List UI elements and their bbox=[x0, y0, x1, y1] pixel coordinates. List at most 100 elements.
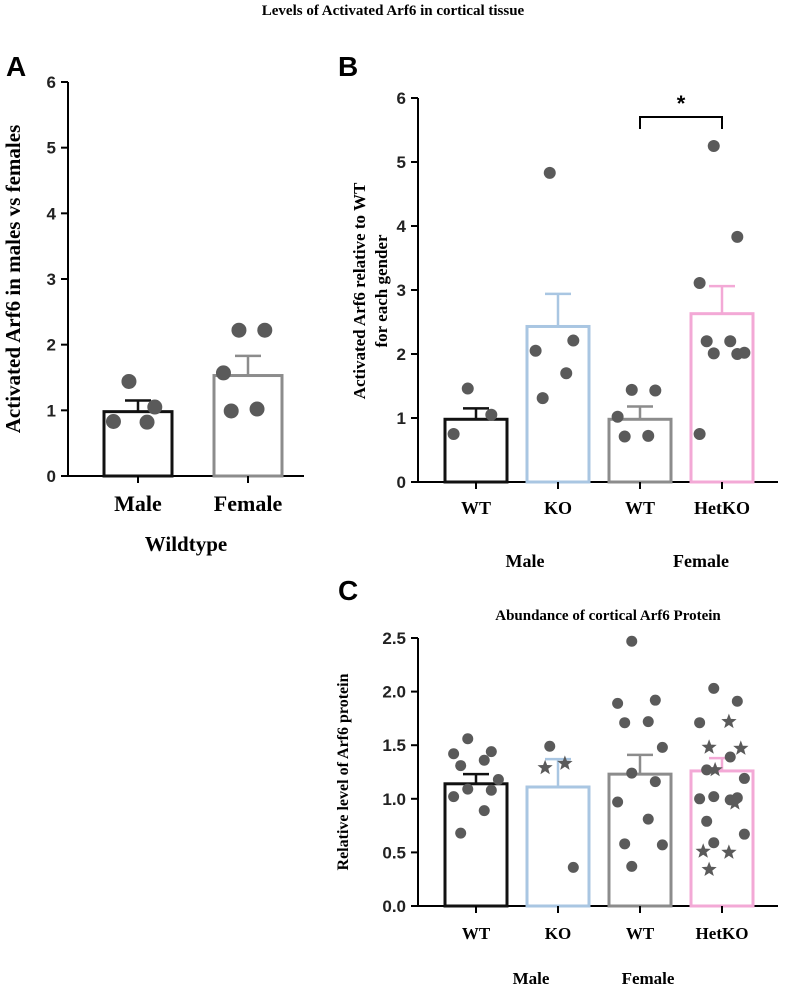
significance-label: * bbox=[677, 91, 686, 116]
group-label-female: Female bbox=[673, 551, 729, 571]
data-point bbox=[249, 401, 265, 417]
panel-label-b: B bbox=[338, 51, 358, 82]
bar-1 bbox=[525, 785, 591, 908]
y-tick-label: 3 bbox=[47, 270, 56, 289]
data-point bbox=[649, 694, 661, 706]
y-tick-label: 1 bbox=[47, 401, 56, 420]
significance-bracket bbox=[639, 116, 723, 129]
data-point bbox=[701, 764, 713, 776]
data-point bbox=[724, 751, 736, 763]
data-point bbox=[731, 348, 744, 360]
data-point bbox=[461, 382, 474, 395]
data-point bbox=[121, 373, 137, 389]
data-point bbox=[642, 813, 654, 825]
figure-title: Levels of Activated Arf6 in cortical tis… bbox=[262, 3, 525, 19]
bar-2 bbox=[607, 417, 673, 484]
data-point bbox=[536, 392, 549, 405]
data-point bbox=[619, 838, 631, 850]
x-tick-label-3: HetKO bbox=[694, 498, 750, 518]
data-point bbox=[544, 740, 556, 752]
data-star bbox=[695, 843, 711, 858]
data-star bbox=[701, 861, 717, 876]
data-star bbox=[707, 761, 723, 777]
data-point bbox=[231, 322, 247, 338]
data-point bbox=[724, 335, 737, 348]
group-label-male: Male bbox=[506, 551, 545, 571]
data-star bbox=[721, 844, 737, 859]
data-point bbox=[223, 403, 239, 419]
data-point bbox=[693, 276, 706, 289]
data-point bbox=[738, 772, 750, 784]
panel-label-c: C bbox=[338, 575, 358, 606]
x-tick-label-2: WT bbox=[625, 498, 655, 518]
y-tick-label: 1.0 bbox=[382, 790, 406, 809]
data-point bbox=[707, 140, 720, 152]
y-tick-label: 4 bbox=[47, 204, 57, 223]
data-point bbox=[257, 322, 273, 338]
data-point bbox=[649, 384, 662, 397]
x-tick-label-3: HetKO bbox=[696, 924, 749, 943]
data-point bbox=[139, 414, 155, 430]
data-star bbox=[537, 759, 553, 775]
y-tick-label: 2 bbox=[47, 336, 56, 355]
y-tick-label: 1.5 bbox=[382, 736, 406, 755]
data-point bbox=[485, 746, 497, 758]
y-axis-label: Activated Arf6 relative to WT bbox=[350, 182, 369, 399]
bar-1 bbox=[212, 374, 284, 478]
bar-0 bbox=[443, 782, 509, 908]
data-star bbox=[701, 739, 717, 754]
y-axis-label: Activated Arf6 in males vs females bbox=[1, 125, 25, 434]
bar-3 bbox=[689, 312, 755, 484]
data-point bbox=[701, 815, 713, 827]
y-tick-label: 4 bbox=[397, 217, 407, 236]
data-star bbox=[727, 795, 743, 810]
y-tick-label: 6 bbox=[397, 89, 406, 108]
data-point bbox=[708, 837, 720, 849]
x-tick-label-0: Male bbox=[114, 491, 162, 516]
data-point bbox=[455, 827, 467, 839]
y-tick-label: 5 bbox=[397, 153, 406, 172]
y-tick-label: 2 bbox=[397, 345, 406, 364]
x-tick-label-1: Female bbox=[214, 491, 283, 516]
data-point bbox=[448, 791, 460, 803]
data-point bbox=[492, 774, 504, 786]
data-point bbox=[612, 697, 624, 709]
data-point bbox=[611, 410, 624, 423]
data-point bbox=[455, 760, 467, 772]
data-point bbox=[567, 334, 580, 347]
data-point bbox=[626, 860, 638, 872]
data-point bbox=[642, 429, 655, 442]
y-tick-label: 0 bbox=[397, 473, 406, 492]
data-point bbox=[485, 408, 498, 421]
data-star bbox=[557, 755, 573, 770]
data-star bbox=[721, 713, 737, 729]
data-point bbox=[105, 413, 121, 429]
data-point bbox=[478, 754, 490, 766]
data-point bbox=[448, 748, 460, 760]
x-tick-label-0: WT bbox=[462, 924, 491, 943]
group-label-female: Female bbox=[622, 969, 675, 987]
data-point bbox=[485, 784, 497, 796]
panel-label-a: A bbox=[6, 51, 26, 82]
x-tick-label-1: KO bbox=[545, 924, 571, 943]
panel-a: A 0 1 2 3 4 5 6 Activated Arf6 in males vs femal… bbox=[1, 51, 304, 556]
data-point bbox=[738, 828, 750, 840]
panel-b: B 0 1 2 3 4 5 6 Activated Arf6 relative to WT for… bbox=[338, 51, 778, 571]
y-tick-label: 2.5 bbox=[382, 629, 406, 648]
data-point bbox=[543, 166, 556, 179]
data-point bbox=[731, 230, 744, 243]
panel-c: C Abundance of cortical Arf6 Protein 0.0 0.… bbox=[335, 575, 778, 987]
data-point bbox=[625, 383, 638, 396]
data-point bbox=[649, 776, 661, 788]
data-point bbox=[694, 717, 706, 729]
y-tick-label: 2.0 bbox=[382, 683, 406, 702]
y-axis-label-line2: for each gender bbox=[372, 234, 391, 347]
y-tick-label: 1 bbox=[397, 409, 406, 428]
y-tick-label: 0.0 bbox=[382, 897, 406, 916]
data-point bbox=[619, 717, 631, 729]
data-point bbox=[462, 783, 474, 795]
x-axis-label: Wildtype bbox=[145, 532, 227, 556]
data-point bbox=[656, 839, 668, 851]
data-point bbox=[567, 861, 579, 873]
